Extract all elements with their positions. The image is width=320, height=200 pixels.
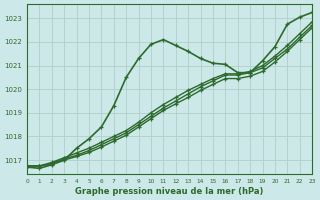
X-axis label: Graphe pression niveau de la mer (hPa): Graphe pression niveau de la mer (hPa)	[76, 187, 264, 196]
